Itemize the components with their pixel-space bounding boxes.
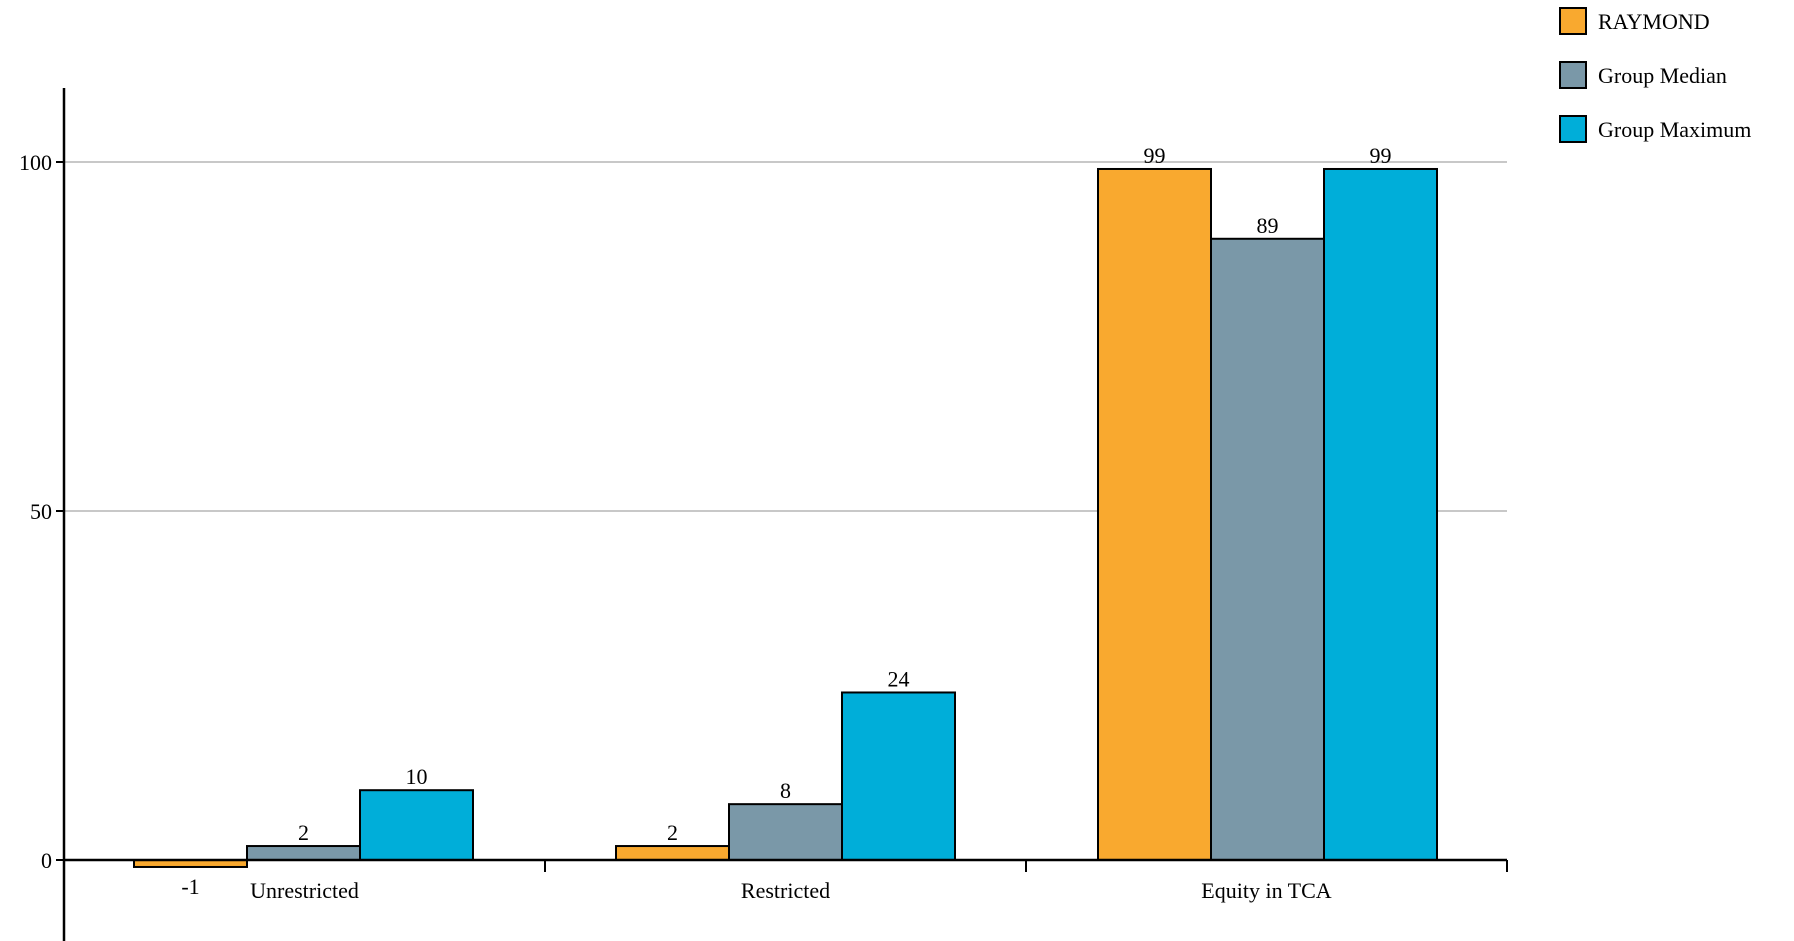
y-tick-label: 0	[41, 848, 52, 873]
legend-label: RAYMOND	[1598, 9, 1710, 34]
x-tick-label: Restricted	[741, 878, 830, 903]
legend-swatch	[1559, 115, 1587, 143]
legend-label: Group Median	[1598, 63, 1727, 88]
data-label: 24	[888, 666, 910, 691]
data-label: 99	[1144, 143, 1166, 168]
axes: 0 50 100 Unrestricted Restricted Equity in TC…	[19, 88, 1508, 941]
bar-raymond-restricted	[615, 845, 730, 861]
data-label: -1	[181, 874, 199, 899]
x-tick-label: Unrestricted	[250, 878, 359, 903]
data-label: 2	[667, 820, 678, 845]
bar-group-maximum-restricted	[841, 691, 956, 861]
bar-group-median-restricted	[728, 803, 843, 861]
y-tick-label: 100	[19, 150, 52, 175]
bar-group-median-equity-in-tca	[1210, 237, 1325, 861]
y-tick-label: 50	[30, 499, 52, 524]
legend: RAYMOND Group Median Group Maximum	[1559, 7, 1751, 143]
x-tick-label: Equity in TCA	[1201, 878, 1331, 903]
bar-group-maximum-equity-in-tca	[1323, 167, 1438, 862]
bar-raymond-equity-in-tca	[1097, 167, 1212, 862]
bar-group-maximum-unrestricted	[359, 789, 474, 862]
legend-swatch	[1559, 7, 1587, 35]
bar-group-median-unrestricted	[246, 845, 361, 861]
data-label: 99	[1370, 143, 1392, 168]
data-label: 2	[298, 820, 309, 845]
legend-label: Group Maximum	[1598, 117, 1751, 142]
data-label: 8	[780, 778, 791, 803]
data-label: 10	[406, 764, 428, 789]
data-labels: -1 2 10 2 8 24 99 89 99	[181, 143, 1391, 899]
data-label: 89	[1257, 213, 1279, 238]
bars	[133, 167, 1438, 868]
legend-swatch	[1559, 61, 1587, 89]
